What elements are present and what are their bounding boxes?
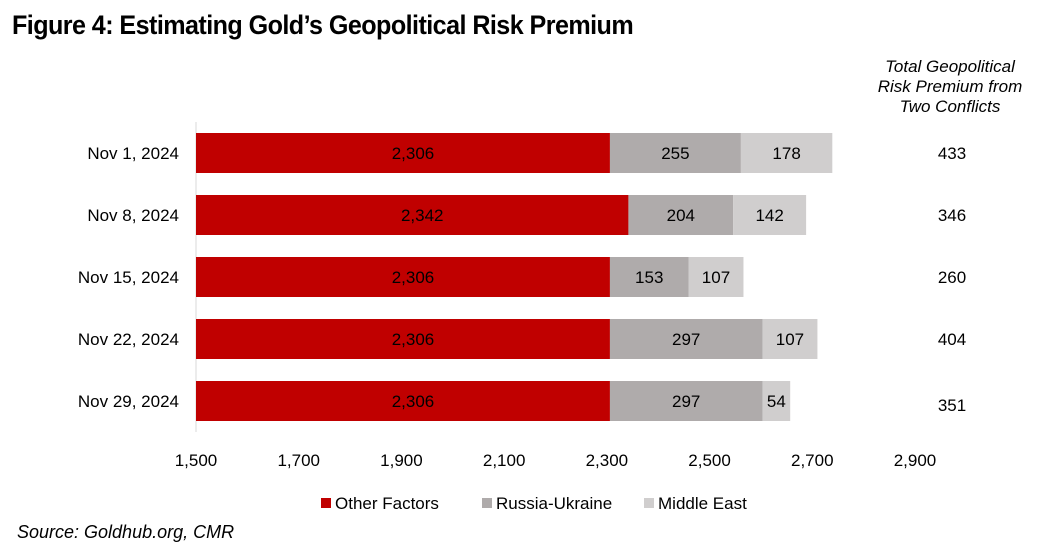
category-label: Nov 8, 2024 (87, 206, 179, 225)
totals-column-header: Total Geopolitical Risk Premium from Two… (845, 57, 1055, 117)
data-label: 2,342 (401, 206, 444, 225)
total-premium-value: 346 (938, 206, 966, 225)
x-tick-label: 1,700 (277, 451, 320, 470)
legend-label: Other Factors (335, 494, 439, 513)
bar-segment-middle-east (740, 133, 833, 173)
data-label: 204 (667, 206, 695, 225)
total-premium-value: 404 (938, 330, 966, 349)
x-tick-label: 1,500 (175, 451, 218, 470)
bar-segment-russia-ukraine (609, 381, 763, 421)
bar-segment-other-factors (196, 257, 610, 297)
chart-title: Figure 4: Estimating Gold’s Geopolitical… (12, 10, 634, 40)
bar-segment-other-factors (196, 319, 610, 359)
x-tick-label: 1,900 (380, 451, 423, 470)
data-label: 2,306 (392, 392, 435, 411)
category-label: Nov 29, 2024 (78, 392, 179, 411)
data-label: 2,306 (392, 268, 435, 287)
x-tick-label: 2,500 (688, 451, 731, 470)
legend-swatch-middle-east (644, 498, 654, 508)
category-label: Nov 15, 2024 (78, 268, 179, 287)
total-premium-value: 260 (938, 268, 966, 287)
totals-header-line-3: Two Conflicts (899, 97, 1001, 116)
bar-segment-middle-east (762, 381, 791, 421)
legend-swatch-russia-ukraine (482, 498, 492, 508)
category-label: Nov 22, 2024 (78, 330, 179, 349)
data-label: 297 (672, 392, 700, 411)
legend-label: Russia-Ukraine (496, 494, 612, 513)
total-premium-value: 433 (938, 144, 966, 163)
data-label: 142 (755, 206, 783, 225)
data-label: 153 (635, 268, 663, 287)
data-label: 2,306 (392, 330, 435, 349)
source-note: Source: Goldhub.org, CMR (17, 522, 235, 542)
x-tick-label: 2,100 (483, 451, 526, 470)
legend-swatch-other-factors (321, 498, 331, 508)
x-tick-label: 2,300 (586, 451, 629, 470)
legend-label: Middle East (658, 494, 747, 513)
data-label: 178 (772, 144, 800, 163)
bar-segment-other-factors (196, 381, 610, 421)
data-label: 297 (672, 330, 700, 349)
data-label: 2,306 (392, 144, 435, 163)
bar-segment-middle-east (688, 257, 744, 297)
totals-header-line-1: Total Geopolitical (885, 57, 1015, 76)
category-label: Nov 1, 2024 (87, 144, 179, 163)
data-label: 107 (702, 268, 730, 287)
bar-segment-russia-ukraine (628, 195, 734, 235)
bar-segment-other-factors (196, 195, 629, 235)
bar-segment-other-factors (196, 133, 610, 173)
x-tick-label: 2,900 (894, 451, 937, 470)
bar-segment-russia-ukraine (609, 133, 741, 173)
data-label: 107 (776, 330, 804, 349)
bar-segment-middle-east (762, 319, 818, 359)
x-tick-label: 2,700 (791, 451, 834, 470)
data-label: 255 (661, 144, 689, 163)
bar-segment-russia-ukraine (609, 257, 689, 297)
totals-header-line-2: Risk Premium from (877, 77, 1023, 96)
data-label: 54 (767, 392, 786, 411)
bar-segment-russia-ukraine (609, 319, 763, 359)
bar-segment-middle-east (733, 195, 807, 235)
total-premium-value: 351 (938, 396, 966, 415)
